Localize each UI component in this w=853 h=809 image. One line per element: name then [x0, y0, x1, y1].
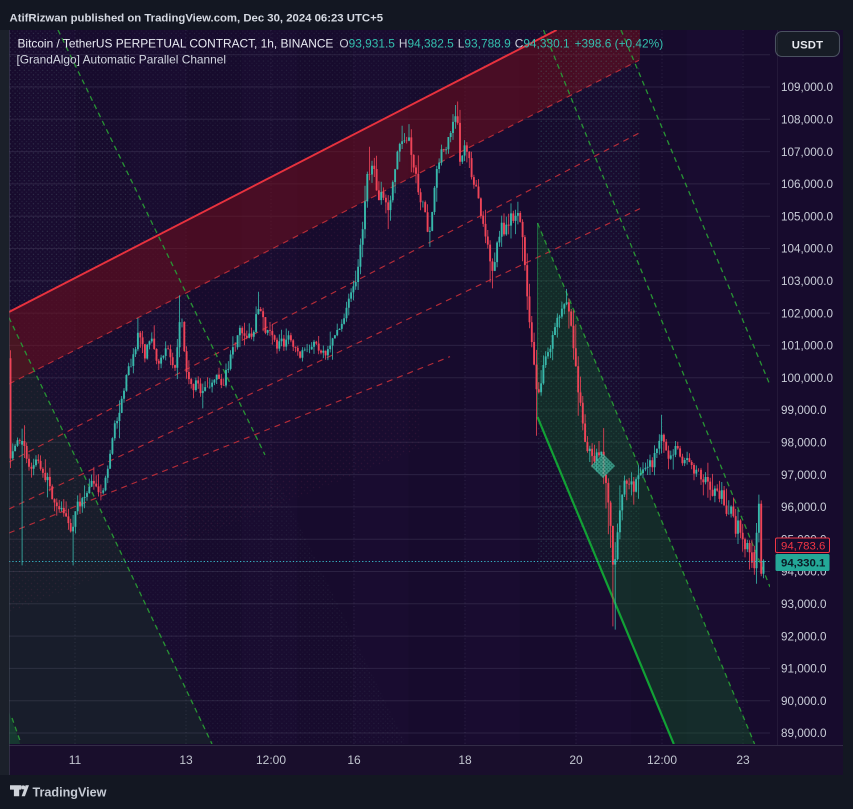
svg-text:100,000.0: 100,000.0 — [781, 372, 833, 385]
svg-text:94,330.1: 94,330.1 — [781, 558, 826, 570]
svg-text:97,000.0: 97,000.0 — [781, 469, 827, 482]
svg-text:AtifRizwan published on Tradin: AtifRizwan published on TradingView.com,… — [10, 12, 384, 24]
svg-text:104,000.0: 104,000.0 — [781, 243, 833, 256]
svg-text:20: 20 — [569, 753, 583, 767]
svg-text:96,000.0: 96,000.0 — [781, 501, 827, 514]
svg-text:106,000.0: 106,000.0 — [781, 178, 833, 191]
svg-text:USDT: USDT — [792, 40, 824, 52]
svg-text:101,000.0: 101,000.0 — [781, 340, 833, 353]
svg-text:[GrandAlgo] Automatic Parallel: [GrandAlgo] Automatic Parallel Channel — [17, 53, 227, 67]
svg-text:93,000.0: 93,000.0 — [781, 598, 827, 611]
svg-text:89,000.0: 89,000.0 — [781, 727, 827, 740]
svg-text:12:00: 12:00 — [256, 753, 286, 767]
svg-text:105,000.0: 105,000.0 — [781, 210, 833, 223]
svg-text:109,000.0: 109,000.0 — [781, 81, 833, 94]
svg-text:94,783.6: 94,783.6 — [781, 541, 825, 553]
svg-text:91,000.0: 91,000.0 — [781, 663, 827, 676]
svg-text:99,000.0: 99,000.0 — [781, 404, 827, 417]
svg-text:92,000.0: 92,000.0 — [781, 630, 827, 643]
svg-text:Bitcoin / TetherUS PERPETUAL C: Bitcoin / TetherUS PERPETUAL CONTRACT, 1… — [18, 37, 664, 51]
svg-text:98,000.0: 98,000.0 — [781, 437, 827, 450]
svg-text:13: 13 — [179, 753, 193, 767]
svg-text:90,000.0: 90,000.0 — [781, 695, 827, 708]
svg-text:23: 23 — [736, 753, 750, 767]
svg-text:102,000.0: 102,000.0 — [781, 307, 833, 320]
svg-text:11: 11 — [69, 753, 82, 767]
svg-text:108,000.0: 108,000.0 — [781, 114, 833, 127]
svg-text:12:00: 12:00 — [647, 753, 677, 767]
svg-text:16: 16 — [347, 753, 361, 767]
svg-text:103,000.0: 103,000.0 — [781, 275, 833, 288]
svg-text:TradingView: TradingView — [33, 786, 107, 800]
svg-text:18: 18 — [458, 753, 472, 767]
svg-text:107,000.0: 107,000.0 — [781, 146, 833, 159]
